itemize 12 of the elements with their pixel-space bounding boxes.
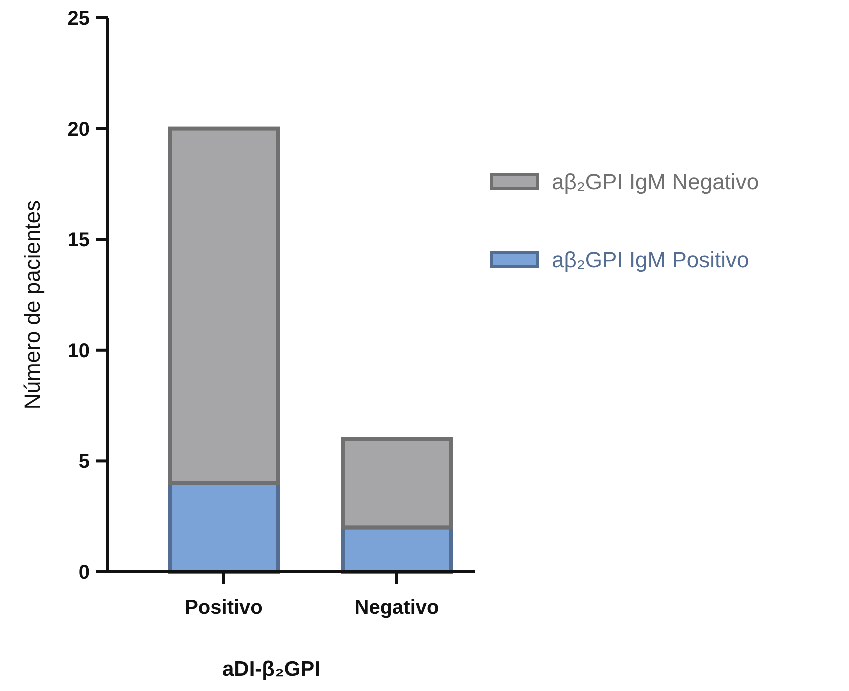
y-tick-label: 25 <box>68 8 90 30</box>
y-tick-label: 5 <box>78 451 90 474</box>
x-tick-label: Positivo <box>185 597 263 619</box>
legend-label: aβ₂GPI IgM Negativo <box>552 170 760 195</box>
legend-label: aβ₂GPI IgM Positivo <box>552 248 750 273</box>
y-tick-label: 10 <box>68 340 90 362</box>
y-axis-title: Número de pacientes <box>20 200 45 410</box>
y-tick-label: 0 <box>78 562 90 584</box>
y-tick-label: 20 <box>68 118 90 141</box>
x-tick-label: Negativo <box>354 597 440 619</box>
x-axis-title: aDI-β₂GPI <box>222 658 320 681</box>
y-tick-label: 15 <box>68 230 90 252</box>
